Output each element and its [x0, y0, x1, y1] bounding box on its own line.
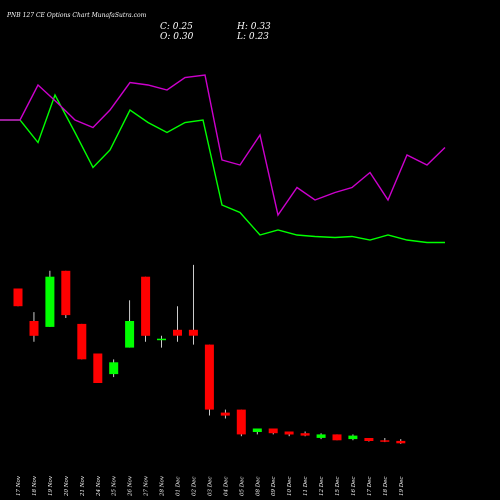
- candle: [61, 270, 71, 318]
- candle: [125, 300, 135, 348]
- candle: [45, 270, 55, 327]
- candle-body: [61, 270, 71, 316]
- indicator-lines: [0, 74, 446, 244]
- candlesticks: [13, 264, 406, 444]
- x-tick-label: 26 Nov: [128, 475, 134, 497]
- high-readout: H: 0.33: [236, 22, 271, 32]
- lower-indicator-line: [0, 74, 446, 217]
- candle-body: [364, 438, 374, 441]
- x-tick-label: 28 Nov: [160, 475, 166, 497]
- candle-body: [141, 276, 151, 336]
- candle: [141, 276, 151, 342]
- candle: [157, 335, 166, 348]
- x-tick-label: 03 Dec: [207, 477, 213, 497]
- candle-body: [300, 433, 310, 436]
- x-tick-label: 12 Dec: [319, 477, 325, 497]
- candle-body: [77, 323, 87, 360]
- candle: [396, 439, 406, 444]
- candle: [268, 428, 278, 435]
- candle-body: [173, 329, 182, 336]
- candle: [252, 428, 262, 435]
- candle-body: [396, 440, 406, 444]
- candle: [29, 312, 39, 342]
- x-tick-label: 02 Dec: [191, 477, 197, 497]
- candle-body: [380, 440, 390, 442]
- candle-body: [45, 276, 55, 327]
- candle: [77, 323, 87, 360]
- x-tick-label: 08 Dec: [255, 477, 261, 497]
- candle-body: [252, 428, 262, 432]
- candle-body: [268, 428, 278, 434]
- x-tick-label: 09 Dec: [271, 477, 277, 497]
- x-tick-label: 04 Dec: [223, 477, 229, 497]
- candle-body: [13, 288, 23, 307]
- x-tick-label: 10 Dec: [287, 477, 293, 497]
- candle: [220, 409, 230, 419]
- candle: [93, 353, 103, 383]
- x-tick-label: 01 Dec: [176, 477, 182, 497]
- candle: [316, 433, 326, 440]
- x-tick-label: 19 Nov: [48, 475, 54, 496]
- candle-body: [93, 353, 103, 383]
- open-readout: O: 0.30: [160, 32, 194, 42]
- candle: [380, 438, 390, 443]
- x-tick-label: 18 Dec: [383, 477, 389, 497]
- candle: [348, 434, 358, 441]
- candle: [284, 431, 294, 437]
- candle-body: [157, 338, 166, 341]
- x-tick-label: 16 Dec: [351, 477, 357, 497]
- candle-body: [204, 344, 214, 410]
- candle-body: [109, 362, 119, 375]
- chart-title: PNB 127 CE Options Chart MunafaSutra.com: [6, 12, 147, 19]
- candle-body: [348, 435, 358, 440]
- candle: [173, 306, 182, 342]
- candle-body: [29, 321, 39, 336]
- candle-body: [236, 409, 246, 435]
- x-axis-labels: 17 Nov 18 Nov 19 Nov 20 Nov 21 Nov 24 Nov 25 N…: [16, 475, 405, 497]
- candle-body: [284, 431, 294, 435]
- x-tick-label: 19 Dec: [399, 477, 405, 497]
- x-tick-label: 11 Dec: [303, 477, 309, 497]
- low-readout: L: 0.23: [236, 32, 269, 42]
- candle: [332, 434, 342, 441]
- x-tick-label: 21 Nov: [80, 475, 86, 497]
- close-readout: C: 0.25: [160, 22, 193, 32]
- x-tick-label: 24 Nov: [96, 475, 102, 497]
- x-tick-label: 15 Dec: [335, 477, 341, 497]
- x-tick-label: 05 Dec: [239, 477, 245, 497]
- x-tick-label: 18 Nov: [32, 475, 38, 496]
- upper-indicator-line: [0, 93, 445, 244]
- candle-body: [125, 321, 135, 348]
- candle-body: [332, 434, 342, 441]
- candle-body: [316, 434, 326, 438]
- candle: [13, 288, 23, 307]
- candle: [364, 438, 374, 442]
- x-tick-label: 25 Nov: [112, 475, 118, 497]
- candle: [204, 344, 214, 416]
- candle: [300, 431, 310, 437]
- candle-body: [220, 412, 230, 416]
- candle: [109, 359, 119, 378]
- candle: [188, 264, 198, 345]
- candle: [236, 409, 246, 437]
- candle-body: [188, 329, 198, 336]
- x-tick-label: 27 Nov: [144, 475, 150, 497]
- x-tick-label: 17 Nov: [16, 475, 22, 496]
- x-tick-label: 20 Nov: [64, 475, 70, 497]
- x-tick-label: 17 Dec: [367, 477, 373, 497]
